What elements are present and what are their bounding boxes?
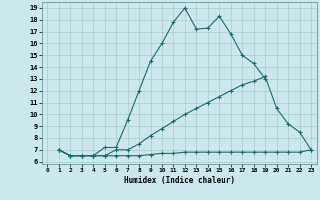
X-axis label: Humidex (Indice chaleur): Humidex (Indice chaleur) — [124, 176, 235, 185]
